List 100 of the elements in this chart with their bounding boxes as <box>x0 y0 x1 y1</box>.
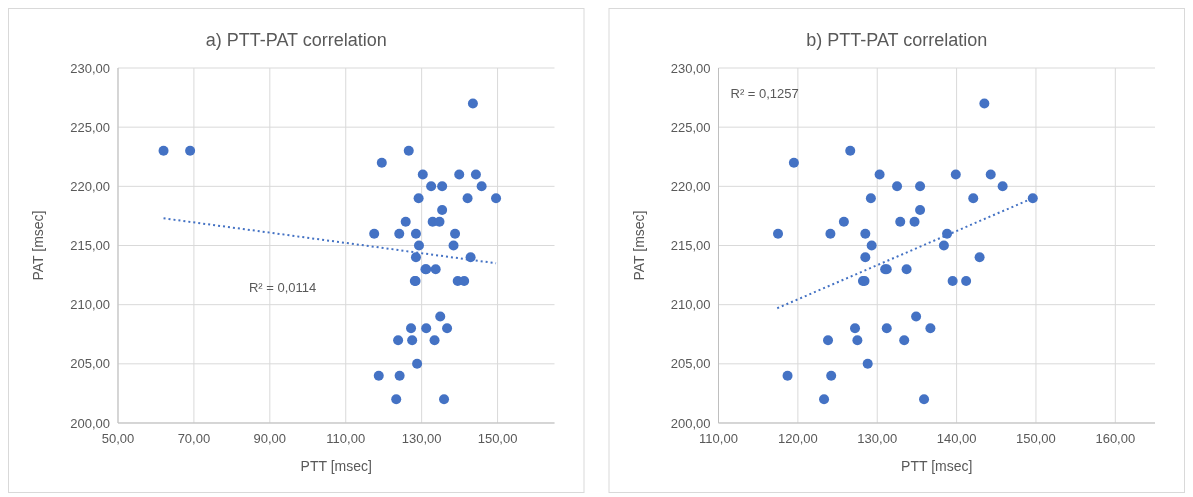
y-tick-label: 215,00 <box>670 238 711 253</box>
point <box>773 228 784 239</box>
x-tick-label: 140,00 <box>936 431 977 446</box>
x-tick-label: 50,00 <box>101 431 135 446</box>
point <box>915 181 926 192</box>
point <box>919 394 930 405</box>
point <box>819 394 830 405</box>
x-tick-label: 150,00 <box>1016 431 1056 446</box>
point <box>391 394 402 405</box>
point <box>860 252 871 263</box>
point <box>825 228 836 239</box>
annotation: R² = 0,1257 <box>730 86 799 101</box>
point <box>979 98 990 109</box>
point <box>394 228 405 239</box>
point <box>421 323 432 334</box>
point <box>476 181 487 192</box>
point <box>413 193 424 204</box>
point <box>862 358 873 369</box>
y-tick-label: 225,00 <box>70 119 110 135</box>
point <box>410 228 421 239</box>
point <box>462 193 473 204</box>
point <box>974 252 985 263</box>
point <box>997 181 1008 192</box>
point <box>826 370 837 381</box>
point <box>838 216 849 227</box>
point <box>400 216 411 227</box>
point <box>442 323 453 334</box>
point <box>874 169 885 180</box>
point <box>788 157 799 168</box>
point <box>850 323 861 334</box>
point <box>407 335 418 346</box>
point <box>899 335 910 346</box>
point <box>403 145 414 156</box>
y-tick-label: 200,00 <box>670 415 711 431</box>
point <box>410 252 421 263</box>
y-tick-label: 205,00 <box>670 356 711 372</box>
y-tick-label: 200,00 <box>70 415 110 431</box>
point <box>947 276 958 286</box>
point <box>1027 193 1038 204</box>
y-tick-label: 220,00 <box>70 178 110 194</box>
x-tick-label: 90,00 <box>253 431 287 446</box>
point <box>435 311 446 322</box>
point <box>448 240 459 251</box>
point <box>491 193 502 204</box>
point <box>393 335 404 346</box>
x-tick-label: 160,00 <box>1095 431 1136 446</box>
y-tick-label: 220,00 <box>670 178 711 194</box>
point <box>376 157 387 168</box>
point <box>369 228 380 239</box>
x-axis-title: PTT [msec] <box>901 458 973 474</box>
point <box>426 181 437 192</box>
point <box>450 228 461 239</box>
point <box>860 228 871 239</box>
point <box>881 323 892 334</box>
point <box>437 181 448 192</box>
point <box>911 311 922 322</box>
point <box>901 264 912 275</box>
x-tick-label: 120,00 <box>777 431 818 446</box>
point <box>968 193 979 204</box>
point <box>158 145 169 156</box>
point <box>823 335 834 346</box>
point <box>439 394 450 405</box>
y-axis-title: PAT [msec] <box>30 210 46 281</box>
point <box>454 169 465 180</box>
point <box>412 358 423 369</box>
point <box>394 370 405 381</box>
y-tick-label: 225,00 <box>670 119 711 135</box>
chart-title: b) PTT-PAT correlation <box>806 30 988 50</box>
point <box>782 370 793 381</box>
x-tick-label: 110,00 <box>699 431 738 446</box>
point <box>414 240 424 251</box>
x-tick-label: 70,00 <box>177 431 211 446</box>
point <box>938 240 949 251</box>
y-tick-label: 215,00 <box>70 238 110 253</box>
point <box>865 193 876 204</box>
x-tick-label: 150,00 <box>477 431 518 446</box>
point <box>892 181 903 192</box>
point <box>915 205 926 215</box>
point <box>961 276 972 286</box>
point <box>429 335 440 346</box>
point <box>866 240 877 251</box>
x-tick-label: 110,00 <box>326 431 366 446</box>
y-tick-label: 230,00 <box>70 60 110 76</box>
point <box>417 169 428 180</box>
point <box>852 335 863 346</box>
point <box>406 323 417 334</box>
point <box>467 98 478 109</box>
y-axis-title: PAT [msec] <box>630 210 647 281</box>
point <box>950 169 961 180</box>
point <box>942 228 953 239</box>
point <box>373 370 384 381</box>
point <box>437 205 448 215</box>
x-tick-label: 130,00 <box>857 431 898 446</box>
point <box>909 216 920 227</box>
point <box>895 216 906 227</box>
point <box>985 169 996 180</box>
annotation: R² = 0,0114 <box>248 279 317 295</box>
chart-title: a) PTT-PAT correlation <box>205 30 387 50</box>
y-tick-label: 205,00 <box>70 356 110 372</box>
y-tick-label: 230,00 <box>670 60 711 76</box>
